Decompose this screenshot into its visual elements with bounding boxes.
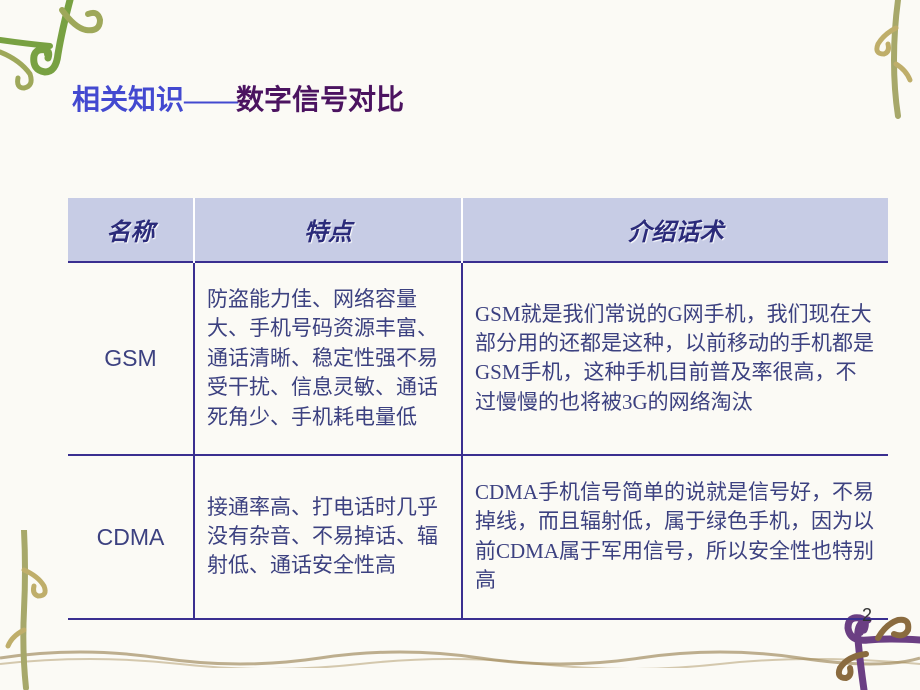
title-dash: —— [184,85,236,116]
cell-feature: 防盗能力佳、网络容量大、手机号码资源丰富、通话清晰、稳定性强不易受干扰、信息灵敏… [194,262,462,455]
cell-name: GSM [68,262,194,455]
title-emph: 相关知识 [72,85,184,116]
page-number: 2 [862,605,872,626]
comparison-table: 名称 特点 介绍话术 GSM 防盗能力佳、网络容量大、手机号码资源丰富、通话清晰… [68,198,888,620]
corner-flourish-top-right [850,0,920,120]
col-header-name: 名称 [68,198,194,262]
col-header-feature: 特点 [194,198,462,262]
col-header-script: 介绍话术 [462,198,888,262]
slide-title: 相关知识——数字信号对比 [72,78,404,118]
slide-page: 相关知识——数字信号对比 名称 特点 介绍话术 GSM 防盗能力佳、网络容量大、… [0,0,920,690]
cell-script: CDMA手机信号简单的说就是信号好，不易掉线，而且辐射低，属于绿色手机，因为以前… [462,455,888,619]
table-header-row: 名称 特点 介绍话术 [68,198,888,262]
title-rest: 数字信号对比 [236,85,404,116]
bottom-swash [0,644,920,668]
cell-feature: 接通率高、打电话时几乎没有杂音、不易掉话、辐射低、通话安全性高 [194,455,462,619]
cell-script: GSM就是我们常说的G网手机，我们现在大部分用的还都是这种，以前移动的手机都是G… [462,262,888,455]
cell-name: CDMA [68,455,194,619]
comparison-table-wrap: 名称 特点 介绍话术 GSM 防盗能力佳、网络容量大、手机号码资源丰富、通话清晰… [68,198,888,620]
table-row: CDMA 接通率高、打电话时几乎没有杂音、不易掉话、辐射低、通话安全性高 CDM… [68,455,888,619]
table-row: GSM 防盗能力佳、网络容量大、手机号码资源丰富、通话清晰、稳定性强不易受干扰、… [68,262,888,455]
